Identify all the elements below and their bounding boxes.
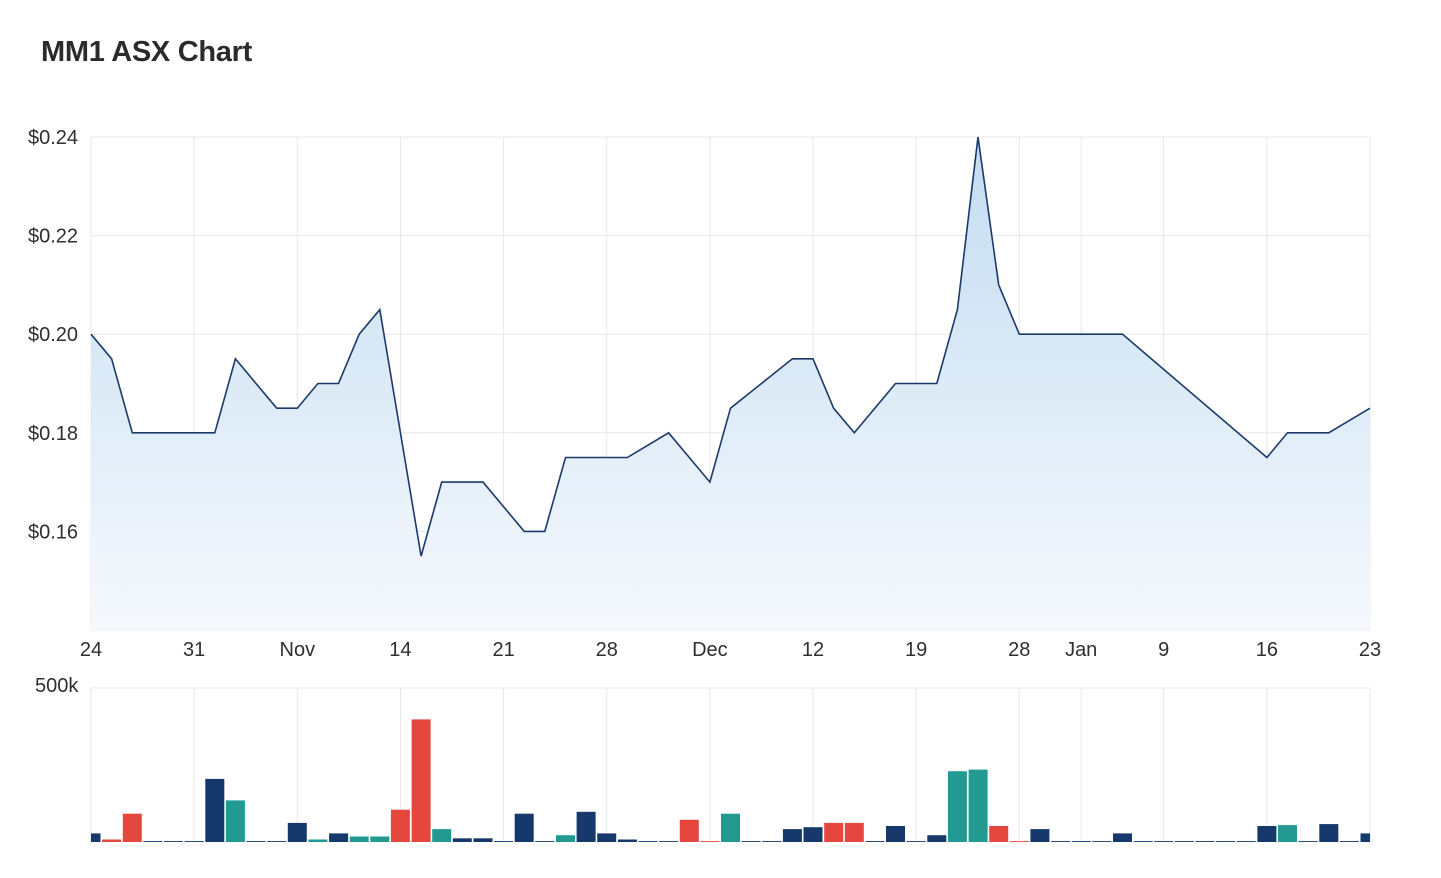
volume-bar [143, 841, 163, 842]
x-tick-label: 31 [183, 639, 205, 661]
volume-bar [122, 813, 142, 842]
x-tick-label: Nov [280, 639, 316, 661]
price-area-group [90, 136, 1371, 630]
volume-bar [184, 841, 204, 842]
volume-bar [91, 833, 101, 842]
volume-bar [1030, 829, 1050, 842]
x-tick-label: 28 [596, 639, 618, 661]
volume-bar [1009, 841, 1029, 842]
volume-bar [102, 839, 122, 842]
volume-bar [1339, 841, 1359, 842]
x-tick-label: 24 [80, 639, 102, 661]
y-tick-label: $0.24 [28, 127, 78, 149]
volume-bar [1360, 833, 1370, 842]
y-tick-label: $0.16 [28, 521, 78, 543]
volume-bar [1298, 841, 1318, 842]
volume-bar [659, 841, 679, 842]
x-tick-label: 16 [1256, 639, 1278, 661]
volume-bar [267, 841, 287, 842]
axis-labels: $0.24 $0.22 $0.20 $0.18 $0.16 24 31 Nov 14 21 28 De… [28, 127, 1381, 697]
x-tick-label: 19 [905, 639, 927, 661]
volume-bar [989, 826, 1009, 842]
volume-bar [432, 829, 452, 842]
volume-bar [308, 839, 328, 842]
volume-tick-label: 500k [35, 675, 79, 697]
x-tick-label: 28 [1008, 639, 1030, 661]
volume-bar [741, 841, 761, 842]
volume-bar [803, 827, 823, 842]
volume-bar [164, 841, 183, 842]
volume-bar [824, 822, 844, 842]
x-tick-label: 9 [1158, 639, 1169, 661]
volume-bar [638, 841, 658, 842]
volume-bar [1113, 833, 1132, 842]
price-line [90, 136, 1371, 557]
volume-bar [246, 841, 266, 842]
volume-bar [906, 841, 926, 842]
x-tick-label: 14 [389, 639, 411, 661]
volume-bar [721, 813, 740, 842]
volume-bar [1154, 841, 1174, 842]
volume-bar [865, 841, 885, 842]
volume-bar [679, 819, 699, 842]
volume-bar [762, 841, 782, 842]
chart-title: MM1 ASX Chart [41, 36, 252, 68]
volume-bar [1319, 824, 1339, 842]
volume-bar [535, 841, 555, 842]
volume-bar [514, 813, 534, 842]
volume-bar [617, 839, 637, 842]
volume-bar [700, 841, 720, 842]
volume-bar [927, 835, 947, 842]
volume-bar [329, 833, 349, 842]
volume-bar [782, 829, 802, 842]
volume-bar [411, 719, 431, 842]
volume-bars [91, 719, 1370, 842]
volume-bar [1133, 841, 1153, 842]
volume-bar [225, 800, 245, 842]
y-tick-label: $0.18 [28, 423, 78, 445]
volume-bar [370, 836, 390, 842]
volume-bar [556, 835, 575, 842]
volume-bar [349, 836, 369, 842]
x-tick-label: 21 [492, 639, 514, 661]
x-tick-label: Dec [692, 639, 728, 661]
volume-bar [205, 778, 225, 842]
volume-bar [968, 769, 988, 842]
y-tick-label: $0.20 [28, 324, 78, 346]
volume-bar [1092, 841, 1112, 842]
volume-bar [287, 822, 307, 842]
volume-bar [576, 811, 596, 842]
volume-bar [1236, 841, 1256, 842]
volume-bar [597, 833, 617, 842]
volume-bar [494, 841, 514, 842]
y-tick-label: $0.22 [28, 226, 78, 248]
x-tick-label: Jan [1065, 639, 1097, 661]
x-tick-label: 12 [802, 639, 824, 661]
volume-bar [1278, 825, 1297, 842]
volume-bar [1216, 841, 1236, 842]
volume-bar [1195, 841, 1215, 842]
price-area-fill [91, 137, 1370, 630]
volume-bar [390, 809, 410, 842]
volume-bar [473, 838, 493, 842]
volume-bar [452, 838, 472, 842]
volume-bar [947, 771, 967, 842]
volume-bar [1071, 841, 1091, 842]
volume-bar [844, 822, 864, 842]
x-tick-label: 23 [1359, 639, 1381, 661]
volume-bar [1257, 826, 1277, 842]
volume-bar [886, 826, 905, 842]
volume-bar [1051, 841, 1071, 842]
volume-bar [1174, 841, 1194, 842]
